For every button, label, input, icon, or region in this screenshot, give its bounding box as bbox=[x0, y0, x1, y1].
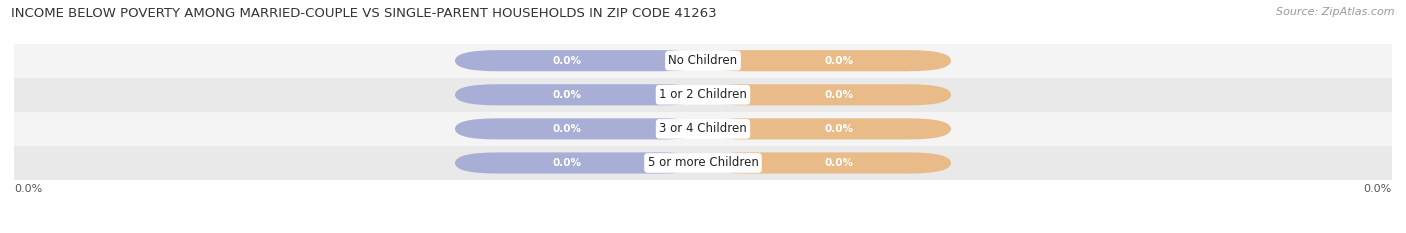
FancyBboxPatch shape bbox=[703, 152, 950, 174]
FancyBboxPatch shape bbox=[456, 50, 703, 71]
Text: 0.0%: 0.0% bbox=[553, 90, 581, 100]
Text: Source: ZipAtlas.com: Source: ZipAtlas.com bbox=[1277, 7, 1395, 17]
Text: 0.0%: 0.0% bbox=[14, 184, 42, 194]
FancyBboxPatch shape bbox=[14, 78, 1392, 112]
FancyBboxPatch shape bbox=[14, 44, 1392, 78]
FancyBboxPatch shape bbox=[703, 118, 950, 140]
Text: 0.0%: 0.0% bbox=[825, 158, 853, 168]
Text: 3 or 4 Children: 3 or 4 Children bbox=[659, 122, 747, 135]
Text: 0.0%: 0.0% bbox=[553, 56, 581, 66]
Text: 1 or 2 Children: 1 or 2 Children bbox=[659, 88, 747, 101]
FancyBboxPatch shape bbox=[456, 152, 703, 174]
Text: 0.0%: 0.0% bbox=[553, 124, 581, 134]
FancyBboxPatch shape bbox=[456, 84, 703, 105]
FancyBboxPatch shape bbox=[14, 112, 1392, 146]
FancyBboxPatch shape bbox=[703, 50, 950, 71]
FancyBboxPatch shape bbox=[14, 146, 1392, 180]
Text: No Children: No Children bbox=[668, 54, 738, 67]
FancyBboxPatch shape bbox=[703, 84, 950, 105]
Text: 0.0%: 0.0% bbox=[825, 56, 853, 66]
Text: 0.0%: 0.0% bbox=[553, 158, 581, 168]
Text: INCOME BELOW POVERTY AMONG MARRIED-COUPLE VS SINGLE-PARENT HOUSEHOLDS IN ZIP COD: INCOME BELOW POVERTY AMONG MARRIED-COUPL… bbox=[11, 7, 717, 20]
Text: 5 or more Children: 5 or more Children bbox=[648, 157, 758, 169]
Text: 0.0%: 0.0% bbox=[825, 90, 853, 100]
Text: 0.0%: 0.0% bbox=[825, 124, 853, 134]
Text: 0.0%: 0.0% bbox=[1364, 184, 1392, 194]
FancyBboxPatch shape bbox=[456, 118, 703, 140]
